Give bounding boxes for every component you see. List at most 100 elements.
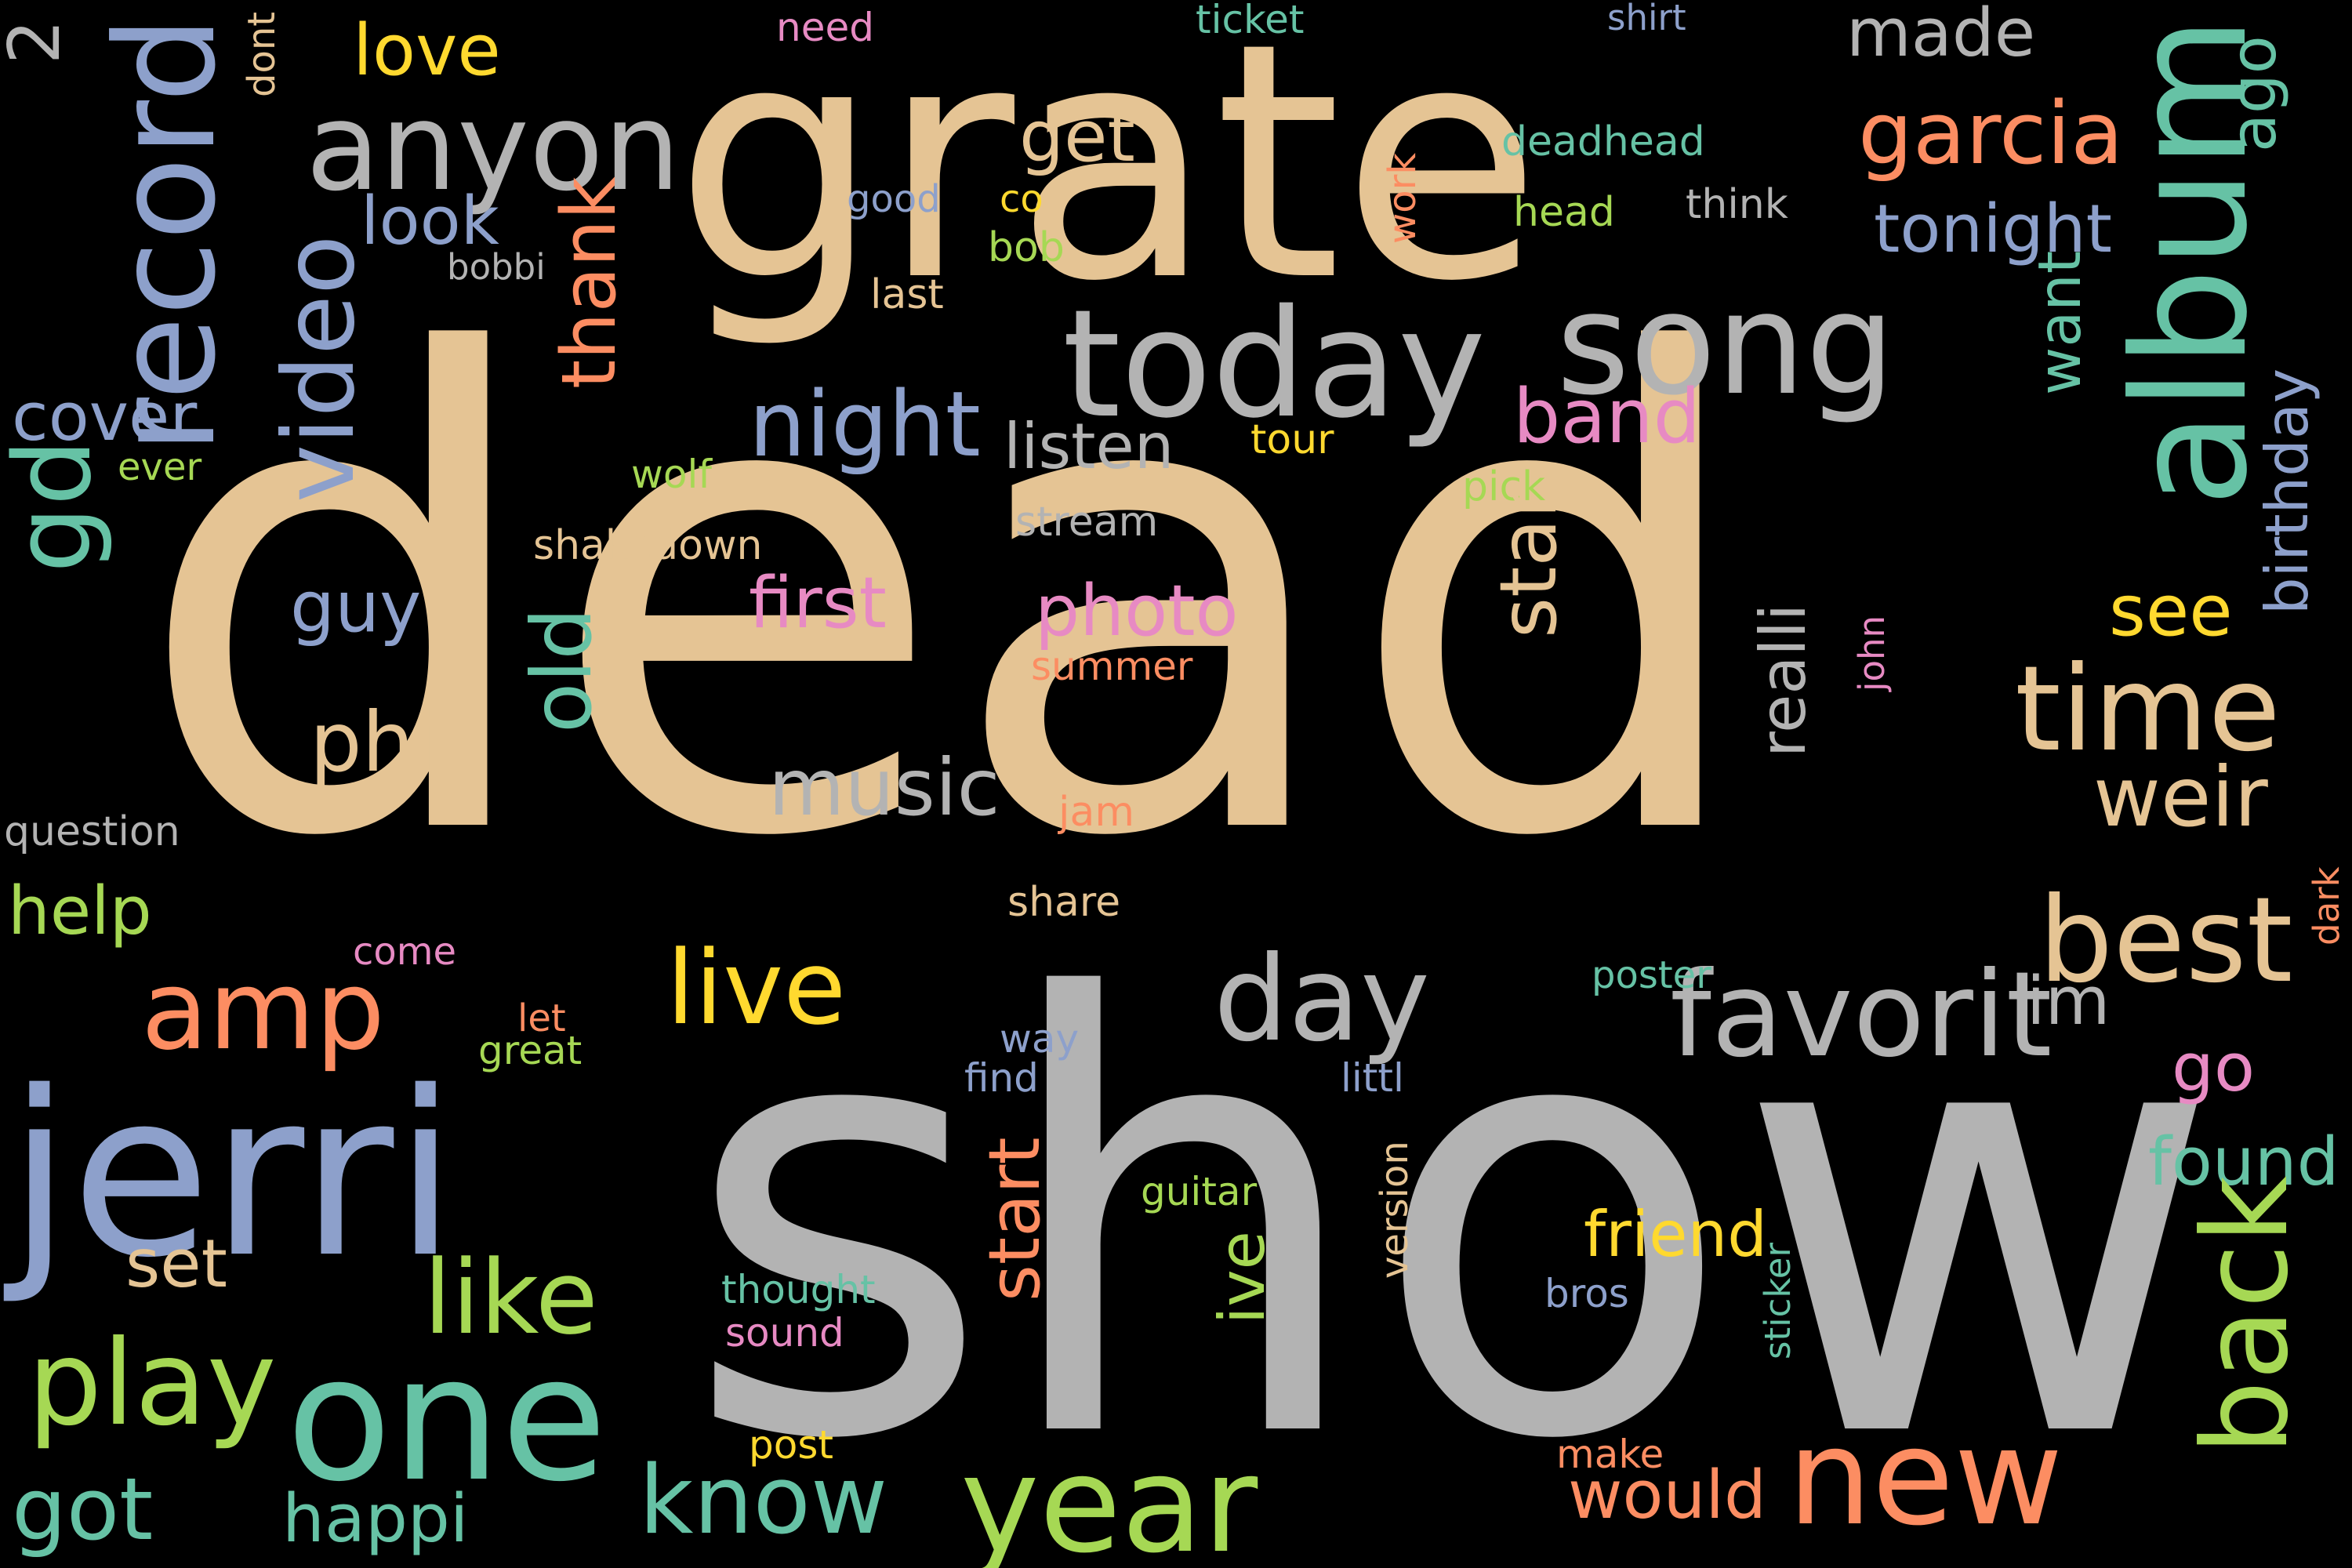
word-poster: work: [1381, 152, 1425, 244]
word-ive: poster: [1592, 953, 1711, 997]
word-show: show: [682, 877, 2223, 1568]
word-weir: music: [768, 742, 1000, 833]
word-jerri: jerri: [8, 1044, 457, 1308]
word-sticker: make: [1556, 1432, 1664, 1477]
word-2: way: [1000, 1016, 1080, 1062]
word-first: 2: [0, 19, 76, 64]
word-jam: good: [847, 177, 941, 221]
word-one: record: [87, 15, 246, 454]
word-sound: ever: [118, 445, 202, 489]
word-best: favorit: [1670, 947, 2053, 1083]
word-bros: wolf: [631, 452, 712, 497]
word-get: video: [263, 234, 376, 503]
word-last: realli: [1747, 603, 1820, 757]
word-old: let: [517, 996, 566, 1040]
word-record: john: [1851, 615, 1893, 691]
word-like: new: [1788, 1400, 2063, 1555]
word-love: know: [639, 1446, 888, 1555]
word-head: see: [2109, 570, 2233, 652]
word-band: got: [12, 1459, 154, 1559]
word-tonight: star: [1483, 486, 1574, 638]
word-found: cover: [12, 379, 198, 456]
word-back: question: [4, 808, 180, 855]
word-stream: ticket: [1196, 0, 1305, 42]
word-thank: great: [478, 1028, 583, 1073]
word-make: stream: [1015, 499, 1159, 546]
word-play: back: [2178, 1175, 2314, 1455]
word-friend: photo: [1035, 570, 1239, 652]
word-got: play: [27, 1316, 277, 1452]
word-pick: im: [2027, 963, 2111, 1040]
word-john: bros: [1544, 1271, 1629, 1316]
word-night: live: [666, 928, 847, 1047]
word-year: anyon: [306, 76, 681, 218]
word-help: garcia: [1858, 83, 2124, 183]
word-favorit: year: [960, 1428, 1258, 1568]
word-song: song: [1556, 263, 1896, 426]
word-deadhead: want: [2025, 250, 2094, 395]
word-shirt: happi: [282, 1480, 469, 1558]
word-start: littl: [1341, 1055, 1404, 1101]
word-wolf: found: [2148, 1123, 2339, 1201]
word-dark: sticker: [1757, 1243, 1798, 1359]
word-video: share: [1007, 879, 1121, 926]
word-happi: ago: [2217, 35, 2290, 152]
word-version: post: [749, 1422, 833, 1468]
word-co: friend: [1584, 1198, 1767, 1271]
word-share: co: [1000, 177, 1044, 221]
word-dont: thought: [721, 1267, 876, 1312]
word-come: bob: [988, 224, 1065, 271]
word-post: shakedown: [533, 522, 763, 569]
word-guitar: tour: [1250, 416, 1334, 463]
word-made: night: [749, 372, 981, 477]
word-dead: dead: [133, 221, 1759, 978]
word-album: summer: [1031, 644, 1193, 689]
word-way: deadhead: [1501, 118, 1705, 165]
word-thought: pick: [1462, 463, 1546, 510]
word-want: guitar: [1141, 1169, 1258, 1214]
word-great: last: [870, 271, 944, 318]
word-see: first: [749, 562, 887, 644]
word-cover: made: [1846, 0, 2036, 72]
word-im: phil: [310, 695, 460, 790]
word-star: come: [353, 930, 457, 974]
word-tour: weir: [2093, 750, 2268, 845]
word-bobbi: ive: [1206, 1231, 1279, 1324]
word-gd: jam: [1058, 789, 1134, 836]
word-think: birthday: [2252, 368, 2321, 615]
word-good: would: [1568, 1457, 1766, 1534]
word-ever: go: [2172, 1029, 2255, 1107]
word-let: bobbi: [447, 246, 546, 288]
word-set: tonight: [1874, 191, 2112, 268]
word-would: listen: [1004, 410, 1174, 483]
word-know: like: [423, 1238, 598, 1357]
word-music: love: [353, 9, 501, 92]
word-littl: think: [1686, 181, 1788, 228]
word-guy: get: [1019, 96, 1135, 178]
word-live: amp: [141, 947, 386, 1075]
word-ago: find: [964, 1055, 1039, 1101]
word-bob: start: [974, 1137, 1056, 1301]
word-time: day: [1214, 931, 1430, 1068]
word-new: time: [2015, 641, 2281, 778]
word-work: sound: [725, 1310, 844, 1356]
word-garcia: band: [1513, 374, 1701, 460]
word-photo: thank: [546, 176, 633, 389]
word-shakedown: need: [776, 5, 874, 50]
word-grate: grate: [674, 0, 1542, 352]
word-summer: shirt: [1607, 0, 1686, 38]
word-need: help: [8, 873, 152, 950]
word-question: dont: [240, 11, 284, 97]
word-today: today: [1062, 278, 1486, 451]
word-phil: look: [361, 183, 499, 260]
word-day: one: [286, 1319, 608, 1519]
word-amp: best: [2038, 873, 2293, 1009]
word-look: gd: [0, 438, 114, 573]
word-find: head: [1513, 189, 1615, 236]
word-realli: dark: [2306, 866, 2347, 946]
word-ticket: set: [125, 1225, 227, 1303]
word-birthday: version: [1373, 1141, 1417, 1279]
word-listen: old: [514, 607, 610, 733]
word-go: guy: [290, 566, 422, 648]
